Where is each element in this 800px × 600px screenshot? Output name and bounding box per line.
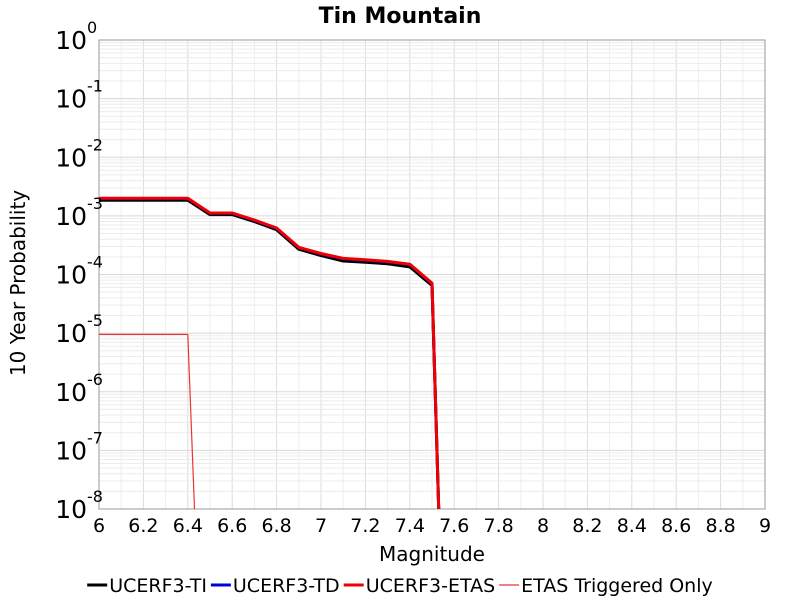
series-line-3 [99,196,441,510]
y-tick-exponent: 0 [87,18,97,37]
y-tick-exponent: -2 [87,135,103,154]
x-tick-label: 6.4 [173,515,203,537]
y-tick-label: 10 [55,26,87,55]
series-lines [99,196,441,510]
series-line-4 [99,333,196,510]
x-tick-label: 7.8 [483,515,513,537]
x-tick-label: 8.6 [661,515,691,537]
y-axis-label: 10 Year Probability [6,190,30,376]
legend-label: UCERF3-TI [109,575,207,597]
legend-label: ETAS Triggered Only [521,575,713,597]
x-tick-label: 7 [315,515,327,537]
plot-area-border [98,39,766,510]
y-tick-exponent: -7 [87,428,103,447]
y-tick-label: 10 [55,495,87,524]
x-tick-label: 7.6 [439,515,469,537]
x-tick-label: 8.8 [705,515,735,537]
y-tick-exponent: -6 [87,370,103,389]
x-tick-label: 8 [537,515,549,537]
legend-item-2: UCERF3-TD [210,575,340,597]
chart-title: Tin Mountain [319,4,482,29]
x-tick-label: 6.8 [261,515,291,537]
legend-item-4: ETAS Triggered Only [499,575,713,597]
y-tick-exponent: -8 [87,487,103,506]
y-tick-exponent: -1 [87,77,103,96]
y-tick-label: 10 [55,378,87,407]
x-tick-label: 8.2 [572,515,602,537]
grid [98,40,766,510]
legend-label: UCERF3-ETAS [366,575,495,597]
y-tick-exponent: -4 [87,253,103,272]
y-tick-exponent: -5 [87,311,103,330]
y-tick-label: 10 [55,319,87,348]
x-tick-label: 8.4 [617,515,647,537]
y-tick-label: 10 [55,143,87,172]
x-axis-ticks: 6 6.2 6.4 6.6 6.8 7 7.2 7.4 7.6 7.8 8 8.2 8.4 8.6 8.8 9 [93,515,771,537]
x-tick-label: 6.6 [217,515,247,537]
y-tick-label: 10 [55,261,87,290]
x-axis-label: Magnitude [379,542,485,566]
legend-item-1: UCERF3-TI [87,575,207,597]
x-tick-label: 9 [759,515,771,537]
x-tick-label: 6 [93,515,105,537]
x-tick-label: 6.2 [128,515,158,537]
legend-label: UCERF3-TD [233,575,340,597]
y-tick-label: 10 [55,436,87,465]
x-tick-label: 7.2 [350,515,380,537]
y-tick-label: 10 [55,202,87,231]
legend: UCERF3-TI UCERF3-TD UCERF3-ETAS ETAS Trigge… [87,575,713,597]
y-tick-exponent: -3 [87,194,103,213]
legend-item-3: UCERF3-ETAS [343,575,495,597]
x-tick-label: 7.4 [395,515,425,537]
y-tick-label: 10 [55,85,87,114]
